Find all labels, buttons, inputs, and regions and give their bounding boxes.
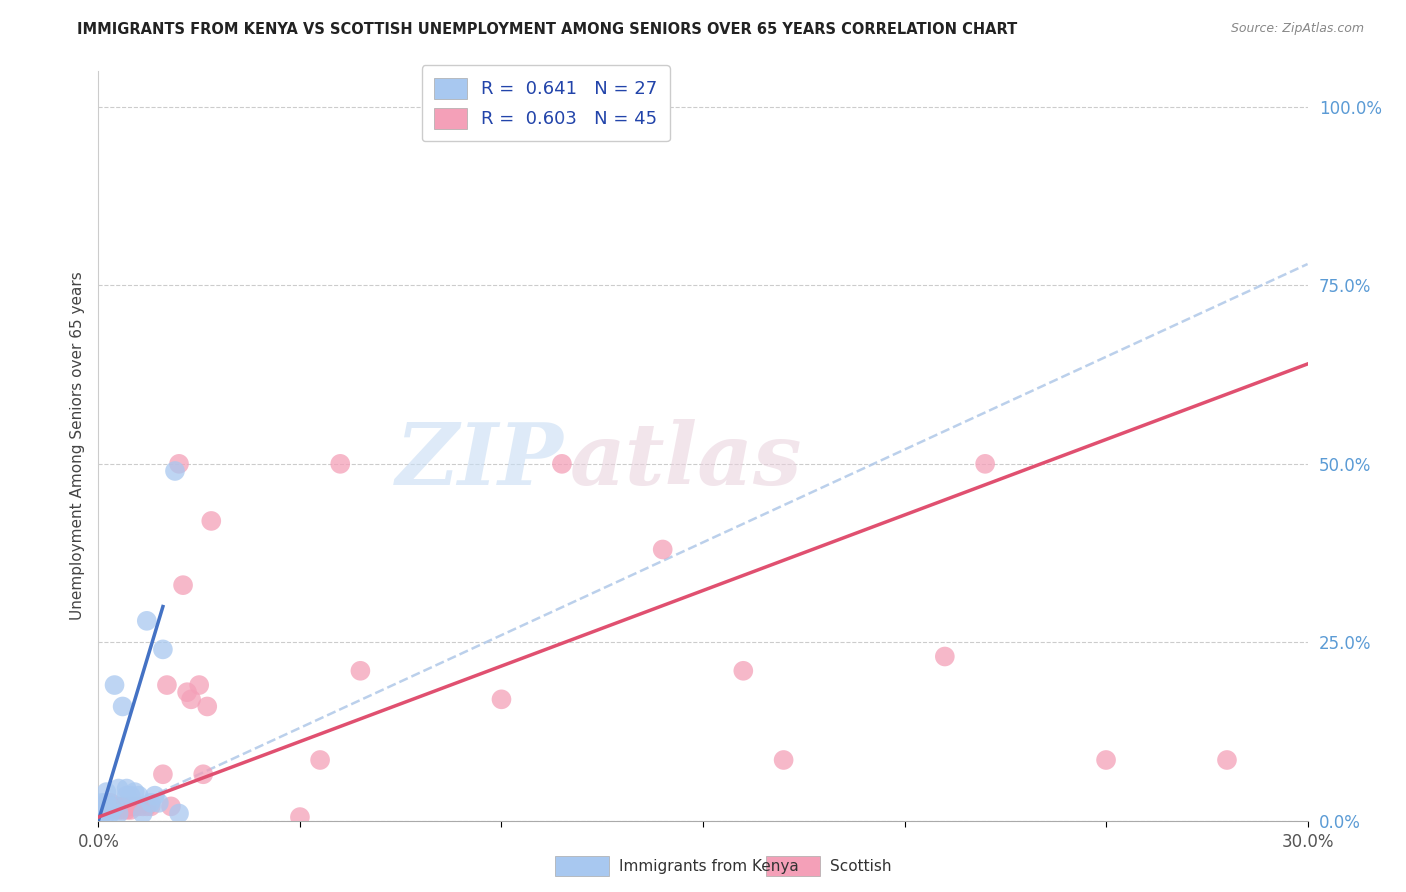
Point	[772, 753, 794, 767]
Point	[135, 799, 157, 814]
Point	[132, 799, 155, 814]
Point	[91, 799, 114, 814]
Point	[195, 699, 218, 714]
Point	[200, 514, 222, 528]
Point	[115, 803, 138, 817]
Point	[96, 799, 118, 814]
Point	[100, 799, 122, 814]
Point	[111, 699, 134, 714]
Point	[100, 799, 122, 814]
Point	[120, 789, 142, 803]
Point	[103, 803, 125, 817]
Point	[148, 796, 170, 810]
Point	[107, 803, 129, 817]
Point	[176, 685, 198, 699]
Point	[349, 664, 371, 678]
Point	[152, 767, 174, 781]
Y-axis label: Unemployment Among Seniors over 65 years: Unemployment Among Seniors over 65 years	[69, 272, 84, 620]
Point	[107, 806, 129, 821]
Point	[96, 806, 118, 821]
Point	[139, 796, 162, 810]
Point	[128, 789, 150, 803]
Point	[100, 806, 122, 821]
Point	[132, 806, 155, 821]
Point	[115, 799, 138, 814]
Point	[934, 649, 956, 664]
Point	[180, 692, 202, 706]
Point	[974, 457, 997, 471]
Point	[115, 789, 138, 803]
Point	[107, 799, 129, 814]
Point	[96, 803, 118, 817]
Point	[1095, 753, 1118, 767]
Point	[160, 799, 183, 814]
Point	[651, 542, 673, 557]
Point	[491, 692, 513, 706]
Point	[96, 785, 118, 799]
Point	[91, 806, 114, 821]
Text: Scottish: Scottish	[830, 859, 891, 873]
Point	[193, 767, 215, 781]
Point	[167, 457, 190, 471]
Text: Immigrants from Kenya: Immigrants from Kenya	[619, 859, 799, 873]
Point	[91, 796, 114, 810]
Point	[156, 678, 179, 692]
Point	[152, 642, 174, 657]
Point	[172, 578, 194, 592]
Point	[188, 678, 211, 692]
Point	[107, 781, 129, 796]
Point	[163, 464, 186, 478]
Point	[103, 799, 125, 814]
Point	[115, 781, 138, 796]
Point	[91, 803, 114, 817]
Point	[733, 664, 755, 678]
Point	[91, 799, 114, 814]
Point	[288, 810, 311, 824]
Point	[91, 806, 114, 821]
Point	[135, 614, 157, 628]
Point	[111, 799, 134, 814]
Point	[167, 806, 190, 821]
Point	[1216, 753, 1239, 767]
Point	[96, 796, 118, 810]
Point	[124, 799, 146, 814]
Point	[103, 678, 125, 692]
Point	[309, 753, 332, 767]
Point	[551, 457, 574, 471]
Point	[124, 785, 146, 799]
Legend: R =  0.641   N = 27, R =  0.603   N = 45: R = 0.641 N = 27, R = 0.603 N = 45	[422, 65, 671, 142]
Point	[120, 803, 142, 817]
Point	[143, 789, 166, 803]
Point	[100, 796, 122, 810]
Point	[111, 803, 134, 817]
Text: ZIP: ZIP	[396, 419, 564, 503]
Text: atlas: atlas	[569, 419, 803, 503]
Text: IMMIGRANTS FROM KENYA VS SCOTTISH UNEMPLOYMENT AMONG SENIORS OVER 65 YEARS CORRE: IMMIGRANTS FROM KENYA VS SCOTTISH UNEMPL…	[77, 22, 1018, 37]
Text: Source: ZipAtlas.com: Source: ZipAtlas.com	[1230, 22, 1364, 36]
Point	[139, 799, 162, 814]
Point	[329, 457, 352, 471]
Point	[120, 799, 142, 814]
Point	[91, 806, 114, 821]
Point	[128, 799, 150, 814]
